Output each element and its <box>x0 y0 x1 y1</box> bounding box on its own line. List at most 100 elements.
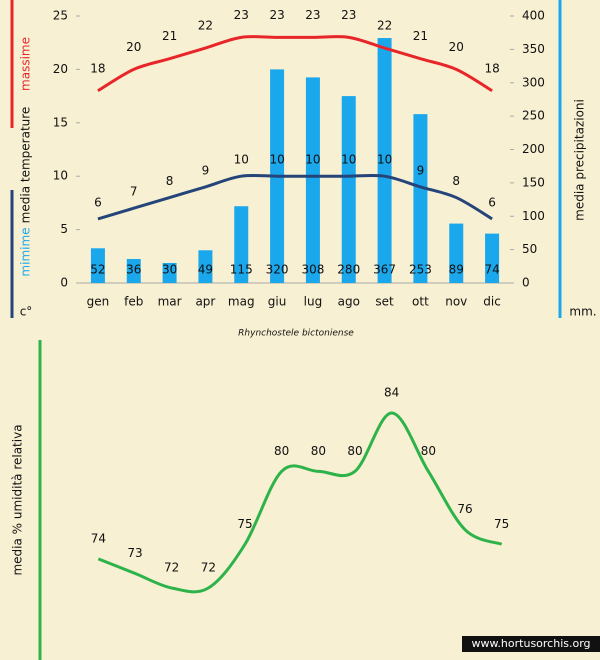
y2-tick-label: 400 <box>522 9 545 23</box>
bar <box>413 114 428 283</box>
x-tick-label: dic <box>483 295 501 309</box>
point-label: 10 <box>234 153 249 167</box>
point-label: 22 <box>377 19 392 33</box>
bar <box>198 250 213 283</box>
bar-label: 52 <box>90 263 105 277</box>
y-unit: c° <box>20 305 33 319</box>
bar-label: 30 <box>162 263 177 277</box>
point-label: 21 <box>413 29 428 43</box>
y2-label: media precipitazioni <box>573 99 587 221</box>
y2-tick-label: 350 <box>522 42 545 56</box>
y-label-humidity: media % umidità relativa <box>11 424 25 575</box>
bar-label: 280 <box>337 263 360 277</box>
point-label: 10 <box>305 153 320 167</box>
point-label: 76 <box>457 502 472 516</box>
y2-tick-label: 0 <box>522 276 530 290</box>
point-label: 75 <box>237 517 252 531</box>
point-label: 72 <box>164 561 179 575</box>
point-label: 73 <box>127 546 142 560</box>
x-tick-label: gen <box>87 295 110 309</box>
y2-tick-label: 200 <box>522 142 545 156</box>
point-label: 80 <box>311 444 326 458</box>
point-label: 18 <box>90 61 105 75</box>
point-label: 6 <box>94 195 102 209</box>
x-tick-label: set <box>375 295 394 309</box>
x-tick-label: nov <box>445 295 467 309</box>
point-label: 7 <box>130 185 138 199</box>
bar-label: 89 <box>449 263 464 277</box>
point-label: 75 <box>494 517 509 531</box>
point-label: 9 <box>202 163 210 177</box>
y-tick-label: 20 <box>53 62 68 76</box>
point-label: 10 <box>341 153 356 167</box>
bar-label: 367 <box>373 263 396 277</box>
bar-label: 115 <box>230 263 253 277</box>
x-tick-label: ott <box>412 295 429 309</box>
y2-unit: mm. <box>569 305 596 319</box>
y2-tick-label: 150 <box>522 175 545 189</box>
bar-label: 253 <box>409 263 432 277</box>
point-label: 74 <box>91 531 106 545</box>
point-label: 22 <box>198 19 213 33</box>
bar <box>377 38 392 284</box>
bar <box>305 77 320 283</box>
caption: Rhynchostele bictoniense <box>238 329 354 339</box>
bar-label: 74 <box>484 263 499 277</box>
x-tick-label: mag <box>228 295 255 309</box>
point-label: 80 <box>347 444 362 458</box>
point-label: 6 <box>488 195 496 209</box>
bar <box>234 206 249 283</box>
line <box>97 35 493 93</box>
bar <box>341 96 356 283</box>
y-tick-label: 25 <box>53 9 68 23</box>
bar-label: 320 <box>266 263 289 277</box>
y-tick-label: 5 <box>60 222 68 236</box>
point-label: 10 <box>269 153 284 167</box>
bar-label: 36 <box>126 263 141 277</box>
y-tick-label: 15 <box>53 115 68 129</box>
point-label: 8 <box>452 174 460 188</box>
point-label: 23 <box>341 8 356 22</box>
y-label: media temperature <box>19 107 33 224</box>
y2-tick-label: 50 <box>522 242 537 256</box>
point-label: 80 <box>421 444 436 458</box>
point-label: 20 <box>449 40 464 54</box>
point-label: 18 <box>484 61 499 75</box>
watermark: www.hortusorchis.org <box>471 637 590 650</box>
point-label: 80 <box>274 444 289 458</box>
bar-label: 308 <box>301 263 324 277</box>
line <box>97 173 493 221</box>
point-label: 8 <box>166 174 174 188</box>
legend-max: massime <box>19 37 33 91</box>
bar <box>449 223 464 283</box>
y2-tick-label: 250 <box>522 109 545 123</box>
x-tick-label: ago <box>338 295 360 309</box>
watermark-bg <box>462 636 600 652</box>
y2-tick-label: 300 <box>522 75 545 89</box>
point-label: 10 <box>377 153 392 167</box>
x-tick-label: giu <box>268 295 287 309</box>
x-tick-label: mar <box>158 295 182 309</box>
point-label: 23 <box>269 8 284 22</box>
y-tick-label: 10 <box>53 169 68 183</box>
bar <box>485 233 500 283</box>
bar-label: 49 <box>198 263 213 277</box>
x-tick-label: lug <box>304 295 323 309</box>
line <box>97 411 503 594</box>
bar <box>162 262 177 283</box>
point-label: 9 <box>417 163 425 177</box>
point-label: 72 <box>201 561 216 575</box>
x-tick-label: feb <box>124 295 143 309</box>
point-label: 21 <box>162 29 177 43</box>
y2-tick-label: 100 <box>522 209 545 223</box>
legend-min: mimime <box>19 227 33 276</box>
x-tick-label: apr <box>195 295 215 309</box>
bar <box>90 248 105 283</box>
y-tick-label: 0 <box>60 276 68 290</box>
point-label: 84 <box>384 386 399 400</box>
bar <box>126 258 141 283</box>
point-label: 20 <box>126 40 141 54</box>
point-label: 23 <box>234 8 249 22</box>
point-label: 23 <box>305 8 320 22</box>
